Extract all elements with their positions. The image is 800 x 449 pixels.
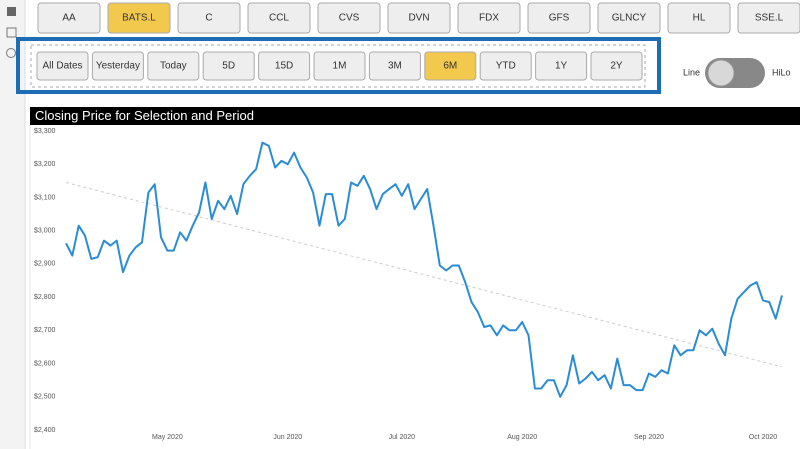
ticker-button-label[interactable]: AA — [62, 13, 76, 24]
period-button[interactable] — [313, 51, 366, 81]
trend-line — [65, 182, 783, 368]
ticker-button-label[interactable]: HL — [693, 13, 706, 24]
y-tick-label: $3,300 — [34, 128, 56, 135]
period-button-label[interactable]: Today — [160, 61, 187, 72]
y-tick-label: $2,700 — [34, 327, 56, 334]
y-tick-label: $2,400 — [34, 427, 56, 434]
ticker-button[interactable] — [527, 2, 591, 34]
data-icon[interactable] — [6, 27, 17, 38]
ticker-button-label[interactable]: SSE.L — [755, 13, 784, 24]
ticker-button[interactable] — [317, 2, 381, 34]
chart-title-bar — [30, 107, 800, 125]
period-button-label[interactable]: 3M — [388, 61, 402, 72]
ticker-button[interactable] — [37, 2, 101, 34]
period-button-label[interactable]: All Dates — [42, 61, 82, 72]
ticker-button-label[interactable]: C — [205, 13, 212, 24]
period-button[interactable] — [36, 51, 89, 81]
period-button[interactable] — [535, 51, 588, 81]
ticker-button-label[interactable]: GFS — [549, 13, 570, 24]
y-tick-label: $3,200 — [34, 161, 56, 168]
period-button[interactable] — [202, 51, 255, 81]
y-tick-label: $2,800 — [34, 294, 56, 301]
period-button[interactable] — [479, 51, 532, 81]
toggle-left-label: Line — [683, 67, 700, 77]
toggle-knob[interactable] — [707, 59, 735, 87]
ticker-button[interactable] — [107, 2, 171, 34]
slicer-outline — [30, 44, 646, 88]
period-button[interactable] — [590, 51, 643, 81]
ticker-button-label[interactable]: CCL — [269, 13, 289, 24]
ticker-button[interactable] — [737, 2, 800, 34]
report-icon[interactable] — [7, 7, 16, 16]
ticker-button[interactable] — [387, 2, 451, 34]
period-button[interactable] — [368, 51, 421, 81]
ticker-button-label[interactable]: BATS.L — [122, 13, 156, 24]
chart-title: Closing Price for Selection and Period — [35, 108, 254, 123]
x-tick-label: May 2020 — [152, 434, 183, 441]
y-tick-label: $2,900 — [34, 261, 56, 268]
period-button-label[interactable]: 5D — [222, 61, 235, 72]
model-icon[interactable] — [6, 48, 16, 58]
ticker-button-label[interactable]: FDX — [479, 13, 499, 24]
period-button-label[interactable]: YTD — [496, 61, 516, 72]
period-button-label[interactable]: 1M — [333, 61, 347, 72]
price-line — [65, 141, 783, 398]
ticker-button[interactable] — [177, 2, 241, 34]
period-button[interactable] — [91, 51, 144, 81]
period-button-label[interactable]: Yesterday — [96, 61, 140, 72]
period-button[interactable] — [424, 51, 477, 81]
sidebar — [0, 0, 25, 449]
period-button-label[interactable]: 15D — [275, 61, 293, 72]
period-button-label[interactable]: 6M — [443, 61, 457, 72]
x-tick-label: Jul 2020 — [389, 434, 416, 441]
x-tick-label: Aug 2020 — [507, 434, 537, 441]
y-tick-label: $3,000 — [34, 228, 56, 235]
ticker-button[interactable] — [667, 2, 731, 34]
period-button[interactable] — [258, 51, 311, 81]
y-tick-label: $2,600 — [34, 360, 56, 367]
period-button[interactable] — [147, 51, 200, 81]
y-tick-label: $2,500 — [34, 394, 56, 401]
toggle-right-label: HiLo — [772, 67, 791, 77]
highlight-box — [16, 37, 661, 94]
x-tick-label: Oct 2020 — [749, 434, 778, 441]
ticker-button-label[interactable]: CVS — [339, 13, 360, 24]
ticker-button-label[interactable]: GLNCY — [612, 13, 647, 24]
x-tick-label: Sep 2020 — [634, 434, 664, 441]
ticker-button[interactable] — [247, 2, 311, 34]
ticker-button-label[interactable]: DVN — [408, 13, 429, 24]
ticker-button[interactable] — [457, 2, 521, 34]
ticker-button[interactable] — [597, 2, 661, 34]
x-tick-label: Jun 2020 — [273, 434, 302, 441]
period-button-label[interactable]: 1Y — [555, 61, 568, 72]
period-button-label[interactable]: 2Y — [610, 61, 623, 72]
y-tick-label: $3,100 — [34, 194, 56, 201]
